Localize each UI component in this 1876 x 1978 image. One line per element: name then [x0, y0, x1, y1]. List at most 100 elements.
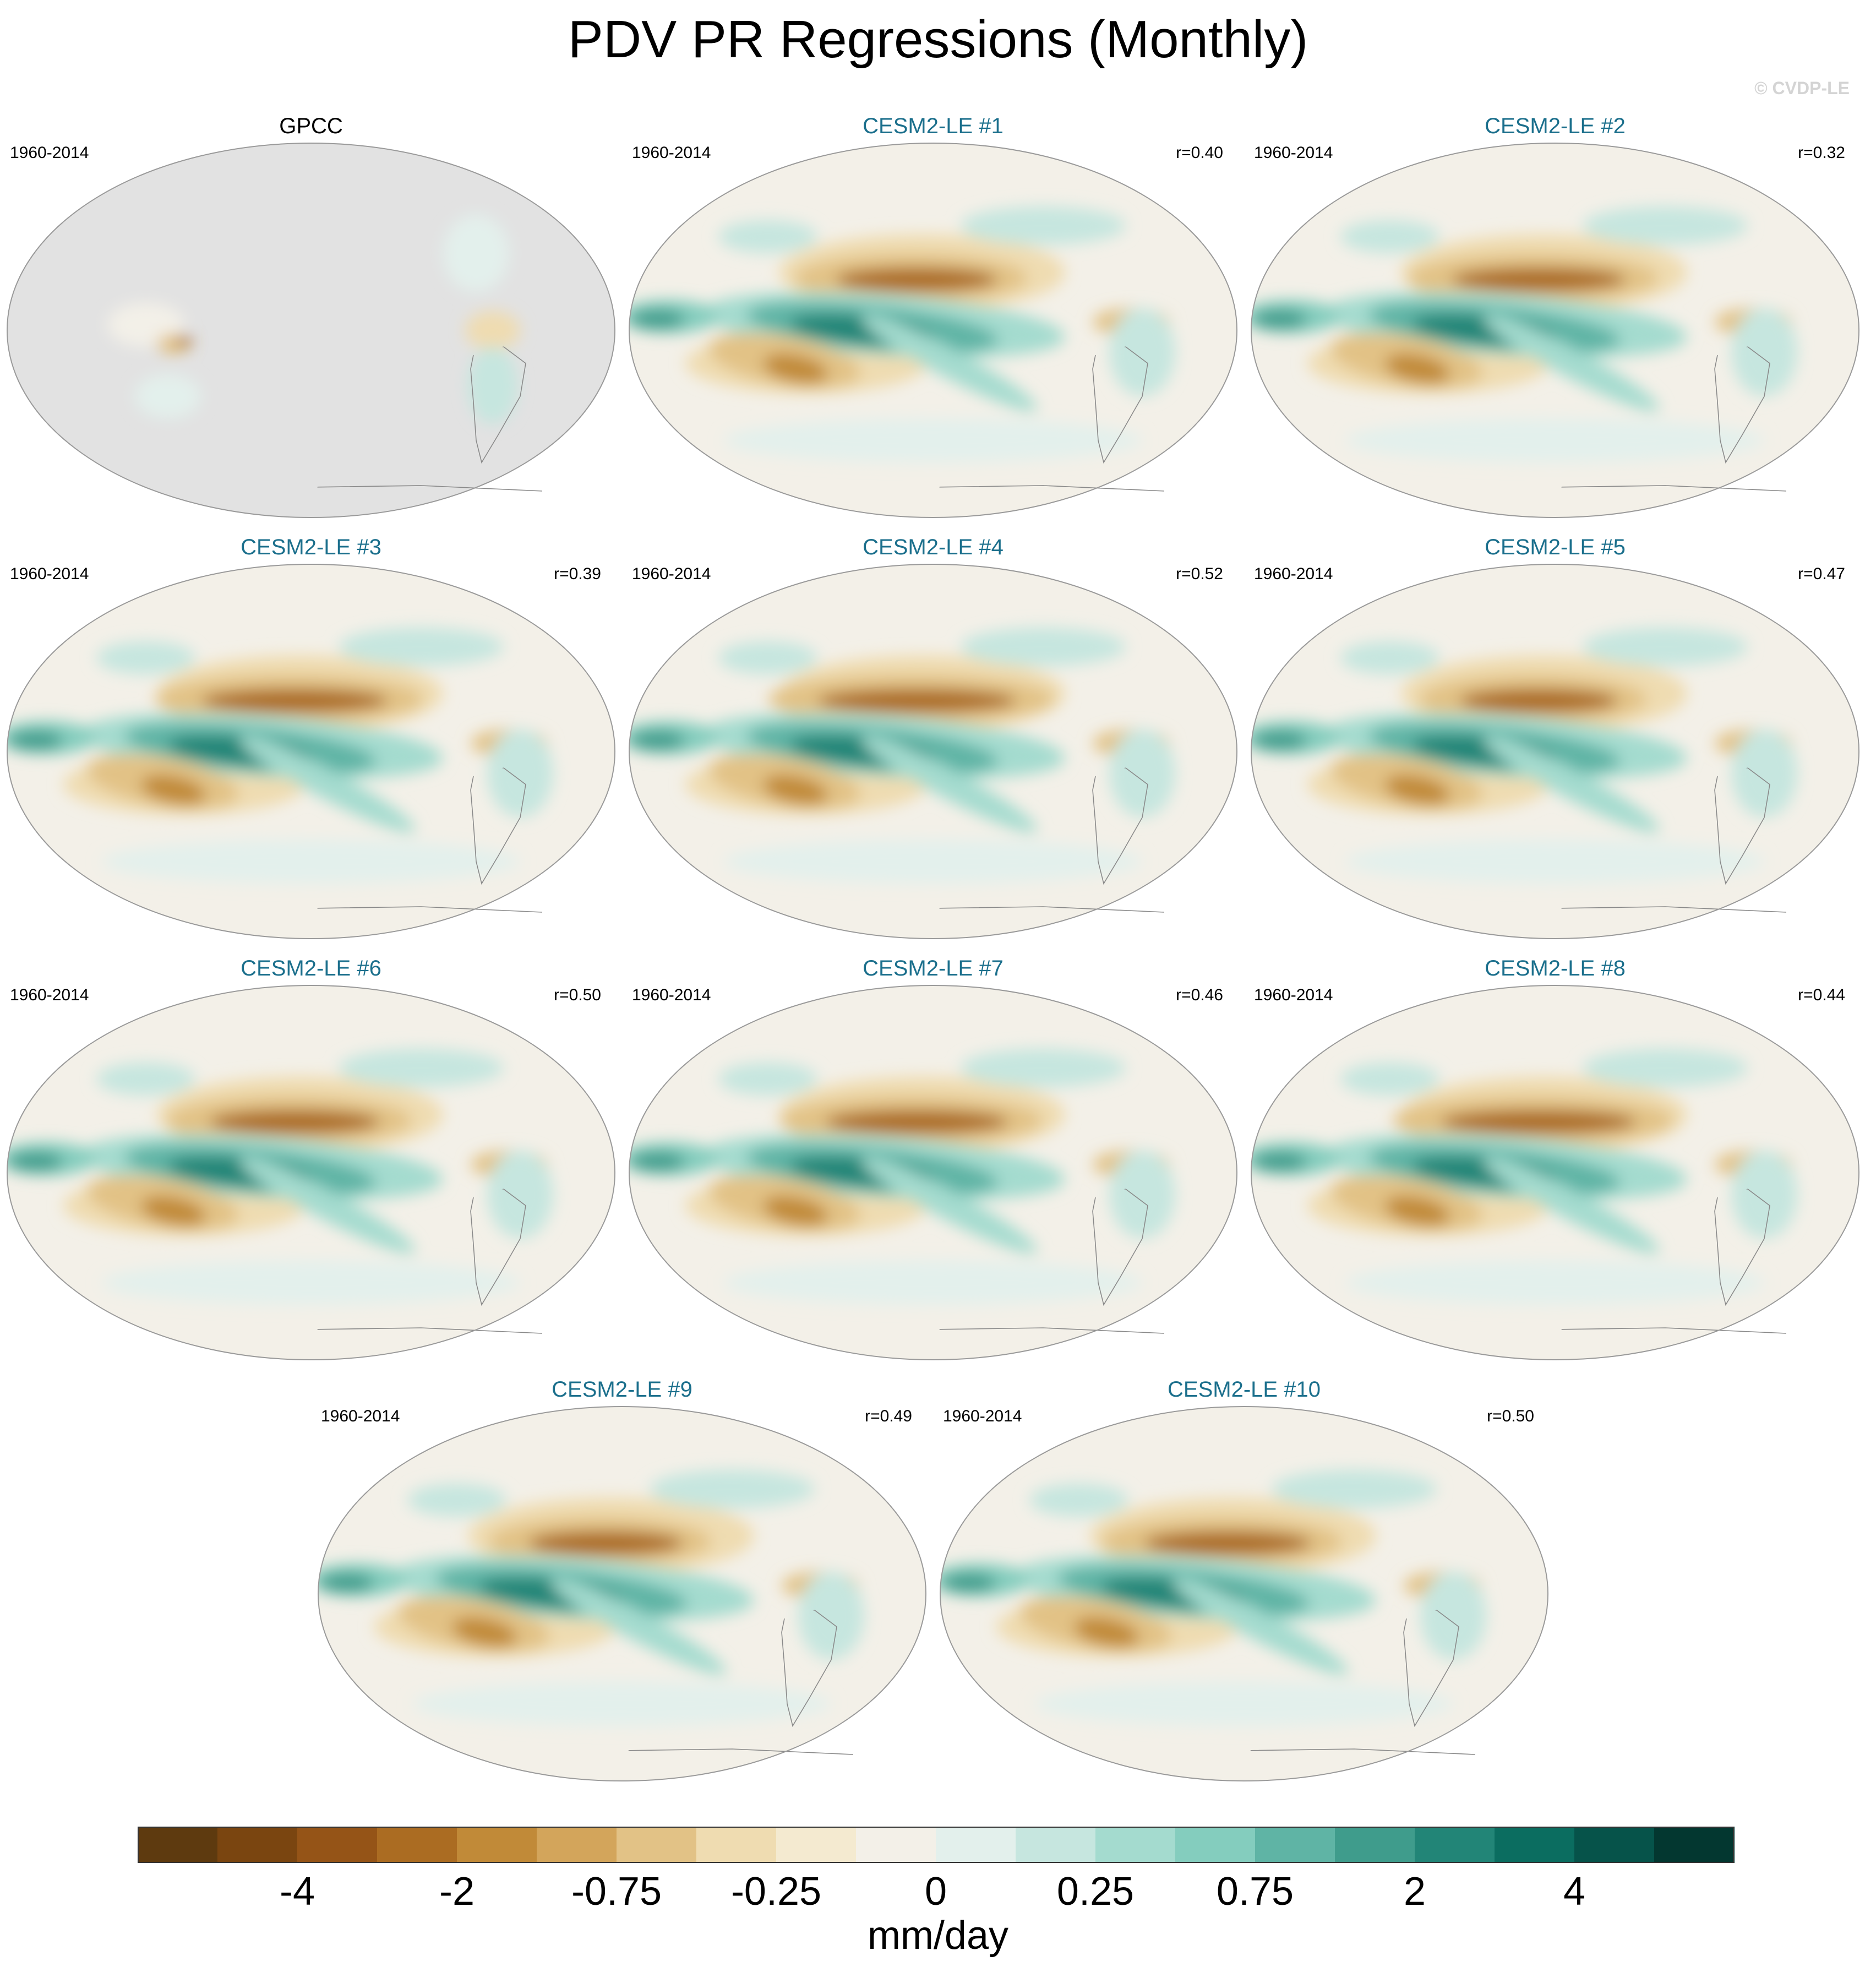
- panel-period: 1960-2014: [10, 565, 89, 583]
- panel-title: CESM2-LE #6: [241, 956, 381, 980]
- coastline: [1714, 341, 1770, 464]
- panel-period: 1960-2014: [1254, 565, 1333, 583]
- map-panel: CESM2-LE #6 1960-2014 r=0.50: [6, 955, 617, 1374]
- map-border: [629, 143, 1237, 518]
- map-border: [7, 143, 615, 518]
- coastline: [313, 484, 543, 492]
- robinson-map: [1251, 564, 1859, 939]
- coastline: [470, 762, 526, 885]
- coastline: [313, 1326, 543, 1334]
- colorbar-swatch: [217, 1827, 298, 1863]
- panel-title: CESM2-LE #1: [863, 114, 1004, 138]
- map-border: [318, 1406, 926, 1781]
- robinson-map: [1251, 985, 1859, 1360]
- map-border: [1251, 985, 1859, 1360]
- coastline: [781, 1604, 837, 1728]
- map-border: [7, 985, 615, 1360]
- coastline: [1714, 1183, 1770, 1306]
- coastline: [1092, 762, 1148, 885]
- panel-period: 1960-2014: [321, 1407, 400, 1425]
- panel-title: CESM2-LE #5: [1485, 535, 1626, 559]
- colorbar-swatch: [1495, 1827, 1575, 1863]
- colorbar-swatch: [1255, 1827, 1335, 1863]
- colorbar-swatch: [1175, 1827, 1256, 1863]
- map-border: [1251, 564, 1859, 939]
- colorbar-tick-label: -2: [439, 1870, 475, 1914]
- robinson-map: [629, 143, 1237, 518]
- map-panel: GPCC 1960-2014: [6, 113, 617, 531]
- figure-title: PDV PR Regressions (Monthly): [568, 10, 1308, 69]
- coastline: [470, 1183, 526, 1306]
- coastline: [1557, 1326, 1787, 1334]
- map-border: [7, 564, 615, 939]
- colorbar-tick-label: -0.75: [571, 1870, 662, 1914]
- colorbar-swatch: [1415, 1827, 1495, 1863]
- panel-title: CESM2-LE #3: [241, 535, 381, 559]
- map-panel: CESM2-LE #7 1960-2014 r=0.46: [628, 955, 1239, 1374]
- panel-period: 1960-2014: [943, 1407, 1022, 1425]
- coastline: [935, 1326, 1165, 1334]
- panel-pattern-correlation: r=0.47: [1798, 565, 1845, 583]
- colorbar-swatch: [1574, 1827, 1655, 1863]
- panel-period: 1960-2014: [10, 144, 89, 162]
- panel-pattern-correlation: r=0.49: [865, 1407, 912, 1425]
- colorbar-swatch: [1095, 1827, 1176, 1863]
- robinson-map: [629, 564, 1237, 939]
- colorbar-tick-label: 4: [1563, 1870, 1586, 1914]
- colorbar-swatch: [1654, 1827, 1735, 1863]
- map-panel: CESM2-LE #3 1960-2014 r=0.39: [6, 534, 617, 952]
- colorbar-swatch: [377, 1827, 457, 1863]
- coastline: [1092, 341, 1148, 464]
- coastline: [1092, 1183, 1148, 1306]
- panel-title: CESM2-LE #7: [863, 956, 1004, 980]
- map-panel: CESM2-LE #5 1960-2014 r=0.47: [1250, 534, 1861, 952]
- panel-pattern-correlation: r=0.50: [554, 986, 601, 1004]
- colorbar-tick-label: 0.75: [1216, 1870, 1294, 1914]
- robinson-map: [7, 143, 615, 518]
- panel-period: 1960-2014: [10, 986, 89, 1004]
- robinson-map: [7, 564, 615, 939]
- panel-pattern-correlation: r=0.50: [1487, 1407, 1534, 1425]
- panel-title: CESM2-LE #2: [1485, 114, 1626, 138]
- colorbar-swatch: [297, 1827, 378, 1863]
- coastline: [1246, 1747, 1476, 1755]
- colorbar-tick-label: 2: [1403, 1870, 1426, 1914]
- coastline: [1403, 1604, 1459, 1728]
- panel-title: CESM2-LE #9: [552, 1377, 692, 1402]
- panel-title: CESM2-LE #10: [1168, 1377, 1321, 1402]
- map-panel: CESM2-LE #2 1960-2014 r=0.32: [1250, 113, 1861, 531]
- robinson-map: [7, 985, 615, 1360]
- panel-pattern-correlation: r=0.46: [1176, 986, 1223, 1004]
- map-panel: CESM2-LE #1 1960-2014 r=0.40: [628, 113, 1239, 531]
- coastline: [313, 905, 543, 913]
- coastline: [624, 1747, 854, 1755]
- colorbar-swatch: [856, 1827, 936, 1863]
- colorbar-swatch: [138, 1827, 218, 1863]
- map-panel: CESM2-LE #4 1960-2014 r=0.52: [628, 534, 1239, 952]
- colorbar-tick-label: 0.25: [1056, 1870, 1135, 1914]
- colorbar-tick-label: -4: [279, 1870, 315, 1914]
- coastline: [935, 905, 1165, 913]
- colorbar-swatch: [936, 1827, 1016, 1863]
- robinson-map: [629, 985, 1237, 1360]
- robinson-map: [940, 1406, 1548, 1781]
- watermark: © CVDP-LE: [1754, 78, 1850, 98]
- panel-title: CESM2-LE #8: [1485, 956, 1626, 980]
- coastline: [1557, 484, 1787, 492]
- colorbar-swatch: [776, 1827, 857, 1863]
- panel-pattern-correlation: r=0.44: [1798, 986, 1845, 1004]
- robinson-map: [1251, 143, 1859, 518]
- map-border: [629, 985, 1237, 1360]
- panel-period: 1960-2014: [632, 144, 711, 162]
- panel-period: 1960-2014: [632, 565, 711, 583]
- colorbar-units: mm/day: [867, 1914, 1009, 1958]
- colorbar-swatch: [617, 1827, 697, 1863]
- panel-pattern-correlation: r=0.39: [554, 565, 601, 583]
- map-panel: CESM2-LE #8 1960-2014 r=0.44: [1250, 955, 1861, 1374]
- coastline: [1557, 905, 1787, 913]
- panel-period: 1960-2014: [1254, 144, 1333, 162]
- panel-period: 1960-2014: [632, 986, 711, 1004]
- panel-pattern-correlation: r=0.40: [1176, 144, 1223, 162]
- panel-period: 1960-2014: [1254, 986, 1333, 1004]
- panel-title: GPCC: [279, 114, 343, 138]
